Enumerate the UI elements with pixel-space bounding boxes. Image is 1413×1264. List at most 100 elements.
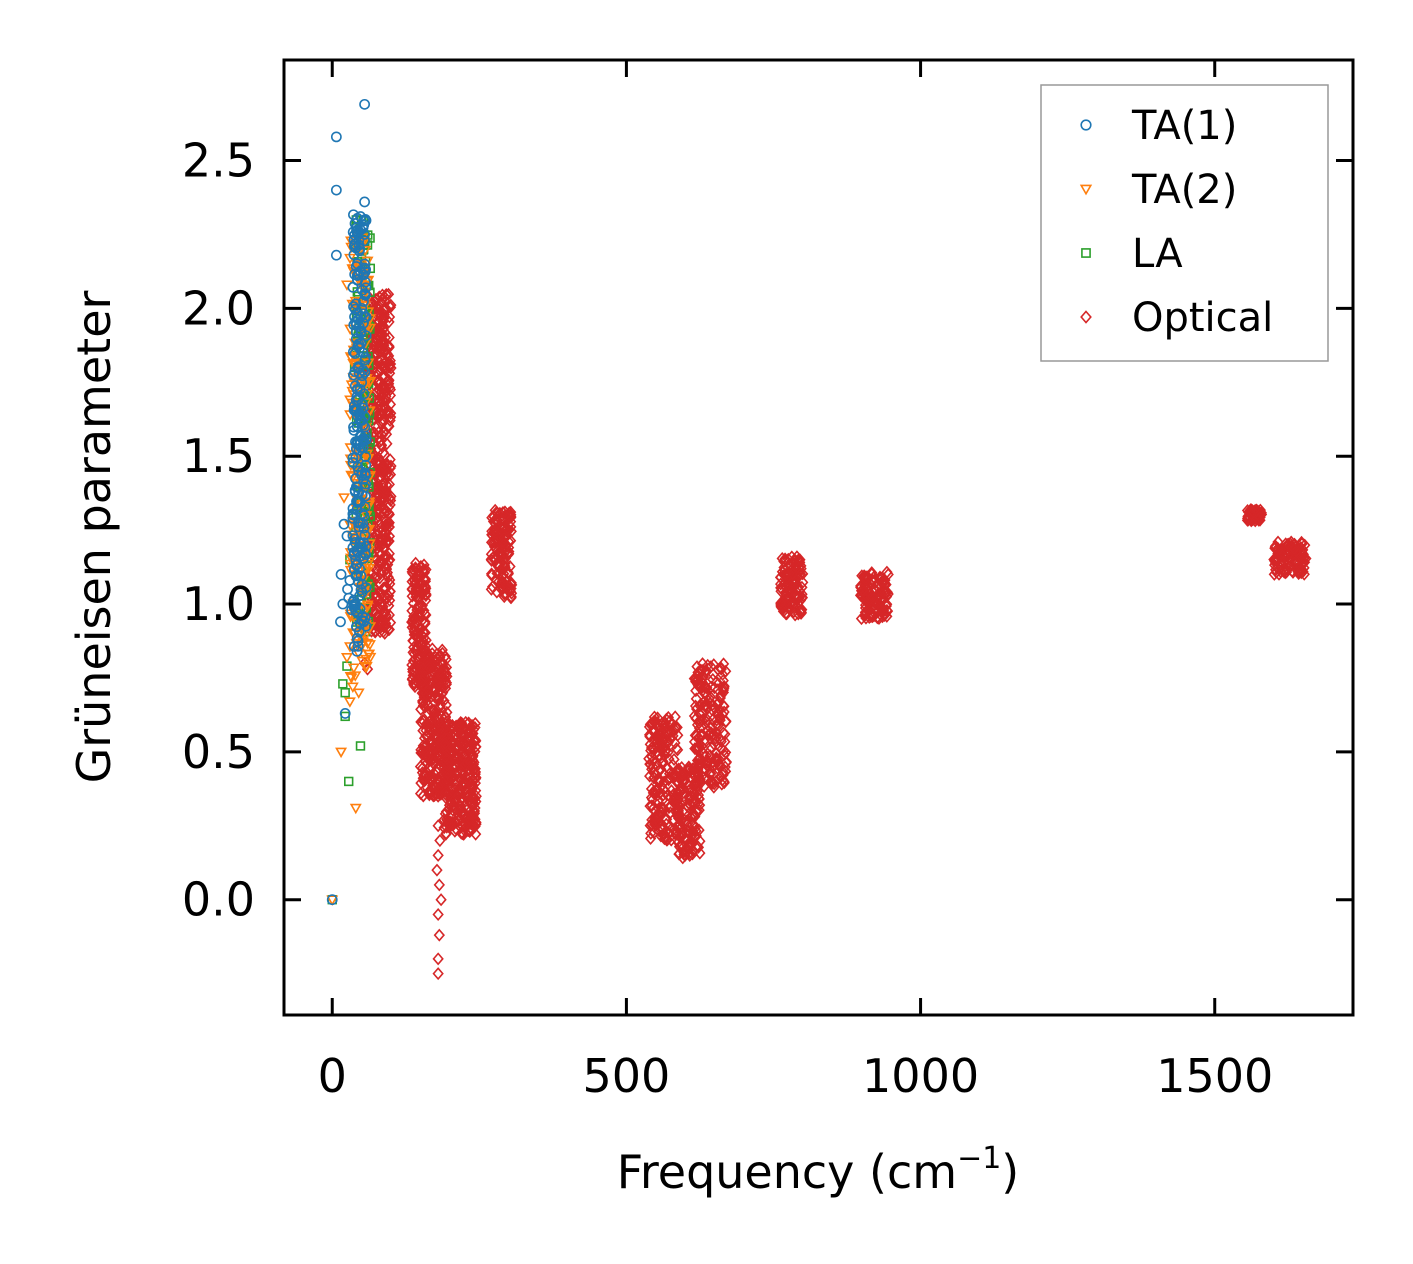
data-point: [354, 243, 366, 255]
data-point: [1254, 510, 1266, 524]
data-point: [349, 380, 361, 392]
data-point: [719, 764, 732, 778]
data-point: [712, 683, 724, 697]
data-point: [355, 479, 368, 491]
data-point: [450, 778, 462, 792]
data-point: [649, 714, 661, 728]
y-tick-label: 0.5: [182, 725, 255, 779]
x-axis-title: Frequency (cm−1): [617, 1141, 1020, 1199]
data-point: [657, 828, 669, 842]
data-point: [654, 763, 666, 777]
data-point: [360, 276, 371, 288]
data-point: [375, 381, 387, 395]
data-point: [358, 388, 370, 400]
data-point: [373, 545, 385, 559]
data-point: [357, 442, 369, 453]
data-point: [373, 559, 385, 573]
legend-label: TA(1): [1131, 103, 1237, 149]
data-point: [417, 789, 429, 803]
data-point: [422, 719, 435, 733]
data-point: [781, 570, 794, 584]
data-point: [349, 348, 361, 359]
data-point: [351, 569, 363, 581]
data-point: [383, 341, 395, 355]
data-point: [672, 805, 684, 819]
data-point: [708, 658, 720, 672]
data-point: [708, 737, 720, 751]
data-point: [326, 895, 339, 906]
y-axis-title: Grüneisen parameter: [67, 290, 121, 783]
data-point: [441, 705, 453, 719]
data-point: [443, 717, 456, 731]
data-point: [787, 597, 799, 611]
data-point: [348, 240, 360, 252]
data-point: [441, 765, 453, 779]
data-point: [358, 296, 369, 307]
data-point: [465, 741, 477, 755]
data-point: [644, 717, 657, 731]
data-point: [379, 360, 391, 374]
data-point: [780, 567, 792, 581]
data-point: [683, 846, 696, 860]
data-point: [432, 789, 444, 803]
data-point: [428, 681, 440, 695]
data-point: [677, 774, 689, 788]
legend-items: TA(1) TA(2) LA Optical: [1079, 103, 1273, 341]
data-point: [424, 783, 436, 797]
data-point: [438, 662, 450, 676]
data-point: [704, 767, 717, 781]
data-point: [653, 802, 665, 816]
data-point: [416, 643, 428, 657]
data-point: [646, 817, 658, 831]
data-point: [415, 702, 427, 716]
data-point: [691, 754, 704, 768]
data-point: [338, 679, 348, 689]
data-point: [372, 456, 385, 470]
data-point: [382, 589, 395, 603]
data-point: [1295, 566, 1307, 580]
data-point: [1272, 535, 1284, 549]
data-point: [670, 741, 683, 755]
data-point: [441, 731, 453, 745]
y-tick-label: 1.5: [182, 429, 255, 483]
data-point: [694, 846, 706, 860]
data-point: [1275, 565, 1287, 579]
data-point: [709, 701, 721, 715]
data-point: [718, 744, 730, 758]
data-point: [355, 405, 367, 417]
data-point: [1278, 563, 1290, 577]
data-point: [659, 744, 671, 758]
data-point: [356, 656, 369, 668]
data-point: [361, 600, 374, 611]
data-point: [785, 597, 797, 611]
data-point: [720, 756, 732, 770]
data-point: [376, 464, 388, 478]
data-point: [357, 221, 369, 233]
data-point: [357, 364, 369, 376]
data-point: [715, 734, 727, 748]
data-point: [424, 714, 437, 728]
data-point: [672, 787, 684, 801]
data-point: [384, 577, 396, 591]
data-point: [696, 657, 709, 671]
data-point: [339, 708, 351, 719]
data-point: [466, 797, 478, 811]
data-point: [698, 686, 711, 700]
data-point: [429, 690, 442, 704]
data-point: [1298, 556, 1310, 570]
data-point: [360, 264, 372, 275]
data-point: [665, 725, 677, 739]
data-point: [344, 642, 356, 653]
data-point: [428, 741, 440, 755]
data-point: [350, 326, 362, 338]
data-point: [359, 235, 370, 247]
data-point: [664, 714, 676, 728]
data-point: [381, 467, 393, 481]
data-point: [385, 298, 397, 312]
data-point: [355, 436, 366, 447]
data-point: [355, 741, 366, 751]
data-point: [357, 517, 369, 529]
data-point: [377, 445, 389, 459]
data-point: [352, 688, 365, 699]
data-point: [1269, 563, 1282, 577]
